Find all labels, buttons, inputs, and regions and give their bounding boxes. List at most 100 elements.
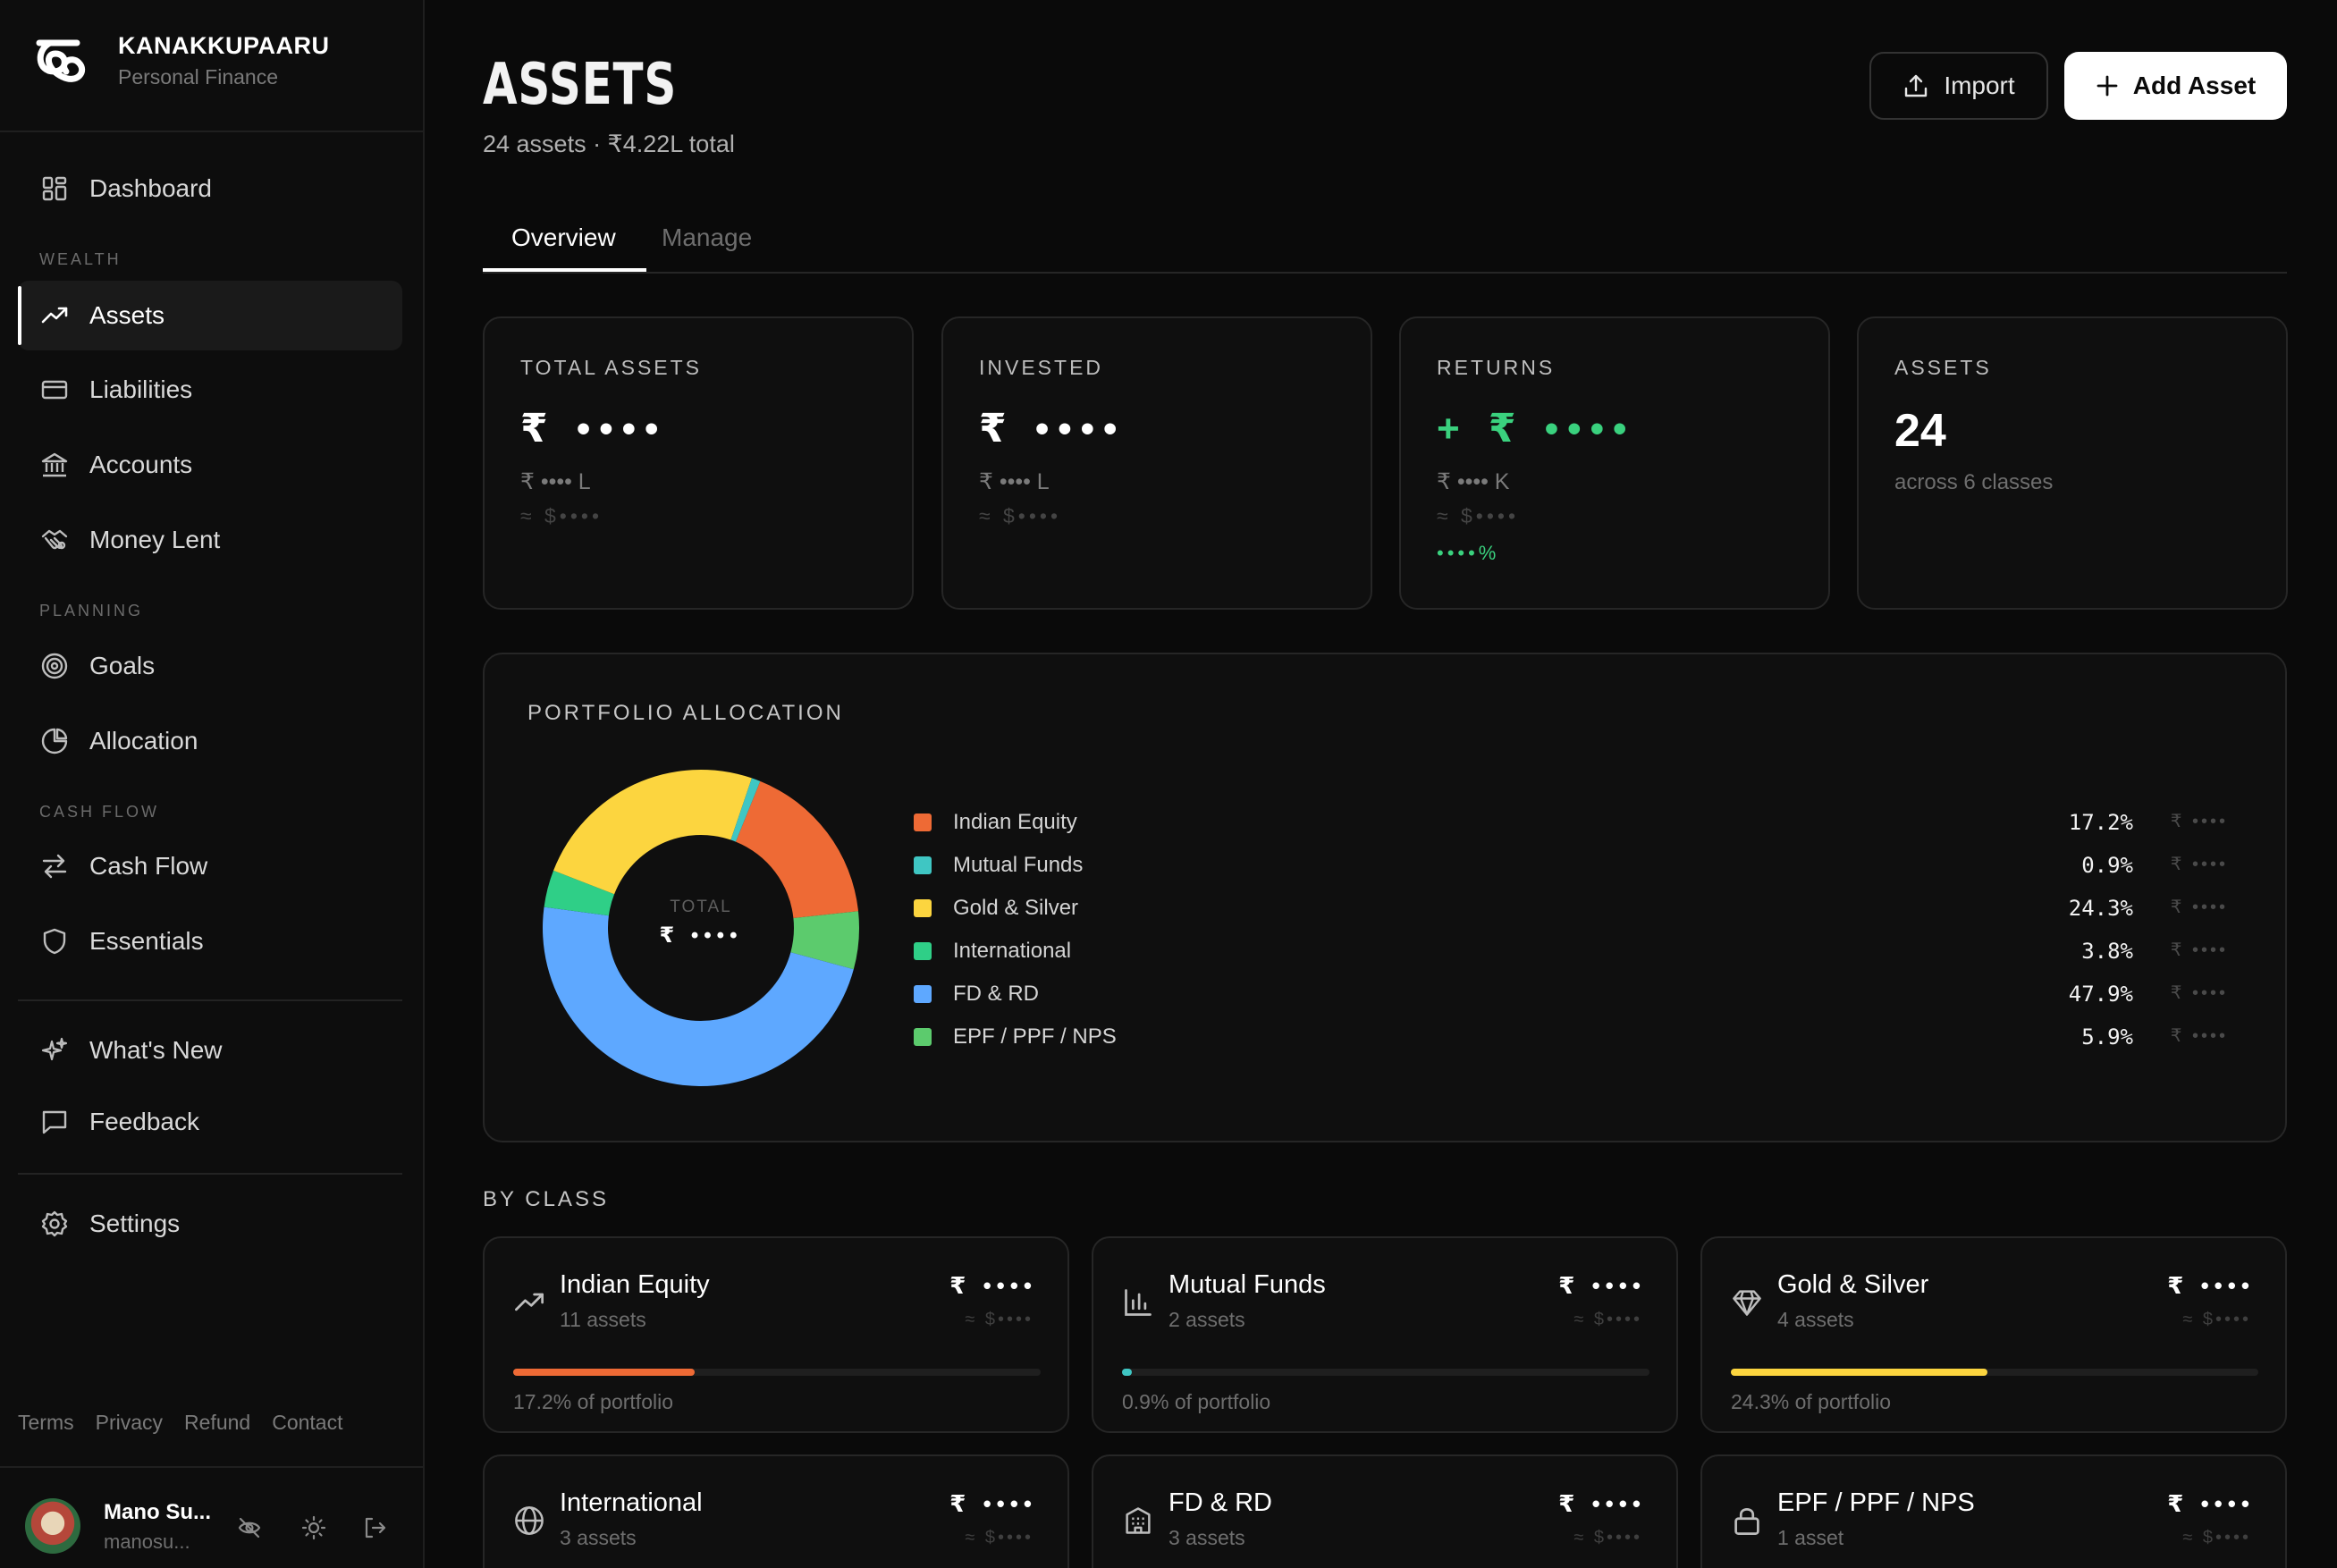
sidebar-item-label: Accounts xyxy=(89,451,193,478)
sidebar-item-label: Assets xyxy=(89,301,165,329)
class-count: 11 assets xyxy=(560,1308,646,1331)
target-icon xyxy=(39,651,70,681)
sun-icon[interactable] xyxy=(300,1514,327,1541)
stat-count-value: 24 xyxy=(1894,405,1946,457)
class-value: ₹ •••• xyxy=(1558,1272,1646,1299)
page-subtitle: 24 assets · ₹4.22L total xyxy=(483,131,735,157)
stat-count-note: across 6 classes xyxy=(1894,470,2054,494)
class-card-international[interactable]: International 3 assets ₹ •••• ≈ $•••• xyxy=(483,1454,1069,1568)
sidebar-item-label: Goals xyxy=(89,652,156,679)
donut-slice-epf-ppf-nps[interactable] xyxy=(790,911,859,970)
sidebar-divider xyxy=(18,1173,402,1175)
donut-slice-fd-rd[interactable] xyxy=(543,906,854,1086)
sidebar-item-essentials[interactable]: Essentials xyxy=(18,906,402,976)
footer-links: Terms Privacy Refund Contact xyxy=(18,1411,342,1435)
user-profile: Mano Su... manosu... xyxy=(0,1466,425,1568)
brand-name: KANAKKUPAARU xyxy=(118,32,330,59)
class-card-gold-silver[interactable]: Gold & Silver 4 assets ₹ •••• ≈ $•••• 24… xyxy=(1700,1236,2287,1433)
stat-lakh-value: ₹ •••• L xyxy=(979,469,1050,494)
class-percent-label: 0.9% of portfolio xyxy=(1122,1390,1271,1413)
legend-masked-amount: ₹ •••• xyxy=(2170,898,2228,917)
sidebar-item-label: Dashboard xyxy=(89,174,212,202)
class-count: 3 assets xyxy=(1168,1526,1245,1549)
stat-caption: TOTAL ASSETS xyxy=(520,356,703,379)
sidebar-item-money-lent[interactable]: Money Lent xyxy=(18,505,402,575)
sidebar-item-allocation[interactable]: Allocation xyxy=(18,706,402,776)
section-caption-by-class: BY CLASS xyxy=(483,1187,609,1211)
sidebar-item-feedback[interactable]: Feedback xyxy=(18,1087,402,1157)
legend-label: Indian Equity xyxy=(953,810,1077,834)
legend-percent: 3.8% xyxy=(2081,939,2133,964)
class-percent-label: 24.3% of portfolio xyxy=(1731,1390,1892,1413)
eye-off-icon[interactable] xyxy=(236,1514,263,1541)
pie-icon xyxy=(39,726,70,756)
class-name: Gold & Silver xyxy=(1777,1270,1929,1299)
card-icon xyxy=(39,375,70,405)
class-card-epf-ppf-nps[interactable]: EPF / PPF / NPS 1 asset ₹ •••• ≈ $•••• xyxy=(1700,1454,2287,1568)
legend-swatch xyxy=(914,899,932,917)
legend-swatch xyxy=(914,856,932,874)
donut-slice-mutual-funds[interactable] xyxy=(730,778,761,842)
sidebar-item-whats-new[interactable]: What's New xyxy=(18,1016,402,1085)
stat-k-value: ₹ •••• K xyxy=(1437,469,1510,494)
donut-slice-gold-silver[interactable] xyxy=(553,770,752,895)
stat-card-invested: INVESTED ₹ •••• ₹ •••• L ≈ $•••• xyxy=(941,316,1372,610)
tab-overview[interactable]: Overview xyxy=(511,223,616,251)
legend-label: Mutual Funds xyxy=(953,853,1084,877)
sidebar-item-assets[interactable]: Assets xyxy=(18,281,402,350)
tab-manage[interactable]: Manage xyxy=(662,223,753,251)
stat-usd-value: ≈ $•••• xyxy=(520,504,603,527)
class-value: ₹ •••• xyxy=(2167,1490,2255,1517)
class-progress-track xyxy=(513,1369,1041,1376)
class-progress-track xyxy=(1122,1369,1649,1376)
class-usd-value: ≈ $•••• xyxy=(965,1528,1034,1547)
nav-section-cash-flow: CASH FLOW xyxy=(39,803,160,821)
legend-swatch xyxy=(914,1028,932,1046)
sidebar-divider xyxy=(18,999,402,1001)
sidebar-item-liabilities[interactable]: Liabilities xyxy=(18,355,402,425)
legend-label: EPF / PPF / NPS xyxy=(953,1024,1117,1049)
terms-link[interactable]: Terms xyxy=(18,1411,74,1434)
class-card-indian-equity[interactable]: Indian Equity 11 assets ₹ •••• ≈ $•••• 1… xyxy=(483,1236,1069,1433)
refund-link[interactable]: Refund xyxy=(184,1411,251,1434)
class-value: ₹ •••• xyxy=(2167,1272,2255,1299)
donut-slice-indian-equity[interactable] xyxy=(735,780,859,918)
sidebar-item-settings[interactable]: Settings xyxy=(18,1189,402,1259)
class-usd-value: ≈ $•••• xyxy=(1573,1310,1642,1329)
sidebar-item-dashboard[interactable]: Dashboard xyxy=(18,154,402,223)
privacy-link[interactable]: Privacy xyxy=(95,1411,164,1434)
sidebar-item-cash-flow[interactable]: Cash Flow xyxy=(18,831,402,901)
import-button[interactable]: Import xyxy=(1869,52,2048,120)
upload-icon xyxy=(1905,74,1928,97)
add-asset-button[interactable]: Add Asset xyxy=(2064,52,2287,120)
class-count: 1 asset xyxy=(1777,1526,1844,1549)
sidebar-item-accounts[interactable]: Accounts xyxy=(18,430,402,500)
bar-chart-icon xyxy=(1120,1285,1156,1320)
legend-percent: 24.3% xyxy=(2068,896,2133,921)
sidebar-item-goals[interactable]: Goals xyxy=(18,631,402,701)
sidebar-item-label: Cash Flow xyxy=(89,852,208,880)
stat-value: ₹ •••• xyxy=(979,407,1126,451)
stat-card-total-assets: TOTAL ASSETS ₹ •••• ₹ •••• L ≈ $•••• xyxy=(483,316,914,610)
gear-icon xyxy=(39,1209,70,1239)
donut-slice-international[interactable] xyxy=(544,870,615,916)
class-card-mutual-funds[interactable]: Mutual Funds 2 assets ₹ •••• ≈ $•••• 0.9… xyxy=(1092,1236,1678,1433)
class-card-fd-rd[interactable]: FD & RD 3 assets ₹ •••• ≈ $•••• xyxy=(1092,1454,1678,1568)
contact-link[interactable]: Contact xyxy=(272,1411,343,1434)
stat-value: ₹ •••• xyxy=(520,407,668,451)
sidebar-item-label: Allocation xyxy=(89,727,198,754)
sidebar: KANAKKUPAARU Personal Finance Dashboard … xyxy=(0,0,425,1568)
class-name: EPF / PPF / NPS xyxy=(1777,1488,1975,1517)
logout-icon[interactable] xyxy=(361,1514,388,1541)
donut-center-value: ₹ •••• xyxy=(659,923,743,948)
stat-caption: RETURNS xyxy=(1437,356,1556,379)
legend-masked-amount: ₹ •••• xyxy=(2170,983,2228,1003)
stat-usd-value: ≈ $•••• xyxy=(979,504,1062,527)
stat-return-percent: ••••% xyxy=(1437,542,1500,564)
class-name: FD & RD xyxy=(1168,1488,1272,1517)
class-value: ₹ •••• xyxy=(949,1490,1037,1517)
stat-usd-value: ≈ $•••• xyxy=(1437,504,1520,527)
message-icon xyxy=(39,1107,70,1137)
avatar[interactable] xyxy=(25,1498,80,1554)
